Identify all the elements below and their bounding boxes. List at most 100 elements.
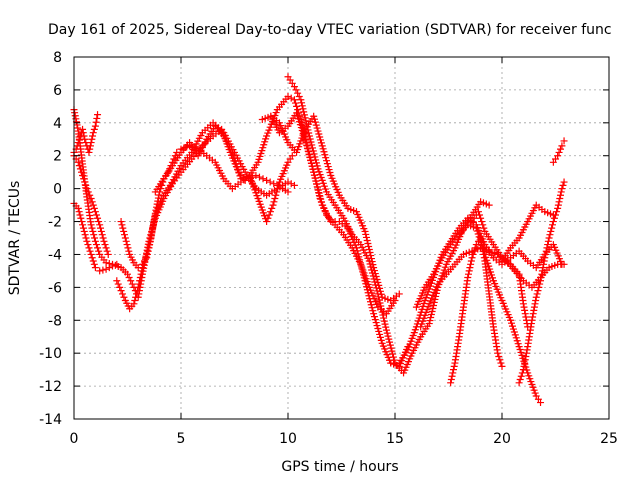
data-point [265, 211, 273, 219]
data-point [538, 267, 546, 275]
x-axis-title: GPS time / hours [281, 459, 398, 475]
data-point [121, 234, 129, 242]
data-point [89, 227, 97, 235]
data-point [549, 218, 557, 226]
data-point [370, 310, 378, 318]
data-point [264, 214, 272, 222]
data-point [71, 109, 79, 117]
series-track-18 [468, 208, 532, 331]
data-point [310, 112, 318, 120]
data-point [91, 237, 99, 245]
data-point [97, 227, 105, 235]
data-point [480, 224, 488, 232]
data-point [120, 227, 128, 235]
data-point [554, 204, 562, 212]
data-point [546, 231, 554, 239]
data-point [494, 349, 502, 357]
data-point [77, 168, 85, 176]
data-point [524, 323, 532, 331]
data-point [130, 300, 138, 308]
data-point [309, 144, 317, 152]
data-point [323, 157, 331, 165]
data-point [85, 148, 93, 156]
data-point [124, 244, 132, 252]
data-point [377, 302, 385, 310]
x-tick-label: 20 [493, 431, 511, 447]
data-point [469, 250, 477, 258]
data-point [272, 191, 280, 199]
data-point [478, 218, 486, 226]
data-point [89, 129, 97, 137]
data-point [373, 322, 381, 330]
data-point [137, 270, 145, 278]
data-point [266, 208, 274, 216]
data-point [543, 244, 551, 252]
data-point [80, 227, 88, 235]
data-point [554, 152, 562, 160]
data-point [300, 111, 308, 119]
data-point [109, 262, 117, 270]
data-point [135, 280, 143, 288]
data-point [155, 201, 163, 209]
data-point [540, 260, 548, 268]
data-point [364, 239, 372, 247]
data-point [521, 359, 529, 367]
y-axis-title: SDTVAR / TECUs [7, 181, 23, 296]
data-point [153, 208, 161, 216]
data-point [288, 152, 296, 160]
data-point [71, 112, 79, 120]
data-point [134, 283, 142, 291]
data-point [531, 300, 539, 308]
series-track-11 [387, 214, 566, 367]
data-point [125, 273, 133, 281]
data-point [430, 298, 438, 306]
data-point [555, 148, 563, 156]
data-point [386, 341, 394, 349]
data-point [530, 303, 538, 311]
data-point [430, 301, 438, 309]
data-point [390, 356, 398, 364]
data-point [534, 287, 542, 295]
data-point [539, 264, 547, 272]
y-tick-label: 2 [53, 149, 62, 165]
data-point [87, 139, 95, 147]
data-point [270, 180, 278, 188]
data-point [542, 250, 550, 258]
data-point [370, 264, 378, 272]
data-point [467, 260, 475, 268]
data-point [550, 214, 558, 222]
data-point [538, 270, 546, 278]
series-track-5 [117, 142, 296, 272]
data-point [90, 231, 98, 239]
data-point [556, 145, 564, 153]
data-point [560, 178, 568, 186]
data-point [118, 221, 126, 229]
y-tick-label: -14 [39, 412, 62, 428]
data-point [522, 316, 530, 324]
data-point [532, 293, 540, 301]
data-point [547, 227, 555, 235]
data-point [447, 376, 455, 384]
y-tick-label: -4 [48, 247, 62, 263]
data-point [369, 261, 377, 269]
data-point [156, 198, 164, 206]
data-point [356, 259, 364, 267]
data-point [144, 247, 152, 255]
data-point [84, 241, 92, 249]
data-point [127, 277, 135, 285]
data-point [104, 250, 112, 258]
data-point [374, 278, 382, 286]
data-point [151, 211, 159, 219]
data-point [354, 250, 362, 258]
data-point [326, 169, 334, 177]
data-point [382, 326, 390, 334]
data-point [516, 376, 524, 384]
data-point [535, 283, 543, 291]
data-point [370, 313, 378, 321]
data-point [523, 346, 531, 354]
data-point [371, 316, 379, 324]
data-point [255, 173, 263, 181]
data-point [529, 310, 537, 318]
data-point [366, 249, 374, 257]
